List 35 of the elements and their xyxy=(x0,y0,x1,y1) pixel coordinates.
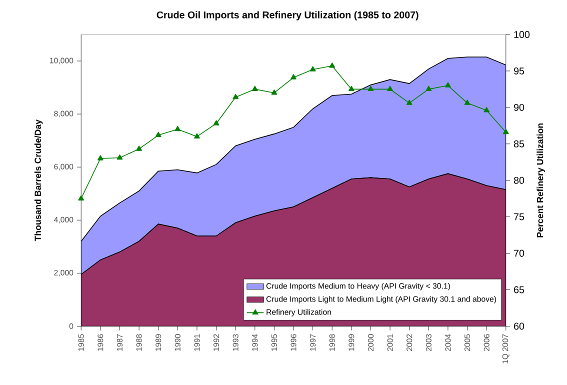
point xyxy=(387,86,393,91)
point xyxy=(78,195,84,200)
point xyxy=(368,86,374,91)
y-axis-title: Thousand Barrels Crude/Day xyxy=(34,119,43,241)
point xyxy=(445,82,451,88)
y2-tick-label: 65 xyxy=(514,286,524,294)
point xyxy=(271,89,278,95)
point xyxy=(426,86,432,91)
point xyxy=(329,62,336,68)
y2-tick-label: 80 xyxy=(514,176,524,184)
point xyxy=(116,154,123,160)
point xyxy=(174,126,181,131)
y2-axis-title: Percent Refinery Utilization xyxy=(536,123,545,238)
y2-tick-label: 100 xyxy=(514,30,530,38)
y2-tick-label: 75 xyxy=(514,213,524,220)
point xyxy=(97,154,104,160)
point xyxy=(232,94,239,99)
y2-tick-label: 95 xyxy=(514,67,524,74)
y2-tick-label: 60 xyxy=(514,322,524,330)
point xyxy=(406,100,412,105)
point xyxy=(290,74,296,80)
point xyxy=(213,120,220,126)
point xyxy=(155,132,162,137)
point xyxy=(252,86,258,91)
point xyxy=(136,145,142,151)
chart-title: Crude Oil Imports and Refinery Utilization (1985 to 2007) xyxy=(156,11,418,20)
y2-tick-label: 90 xyxy=(514,104,524,111)
y2-tick-label: 70 xyxy=(514,250,524,257)
point xyxy=(464,100,470,105)
point xyxy=(310,66,316,72)
y2-tick-label: 85 xyxy=(514,140,524,148)
point xyxy=(348,86,354,91)
point xyxy=(502,128,509,134)
point xyxy=(194,133,200,138)
point xyxy=(484,106,490,112)
